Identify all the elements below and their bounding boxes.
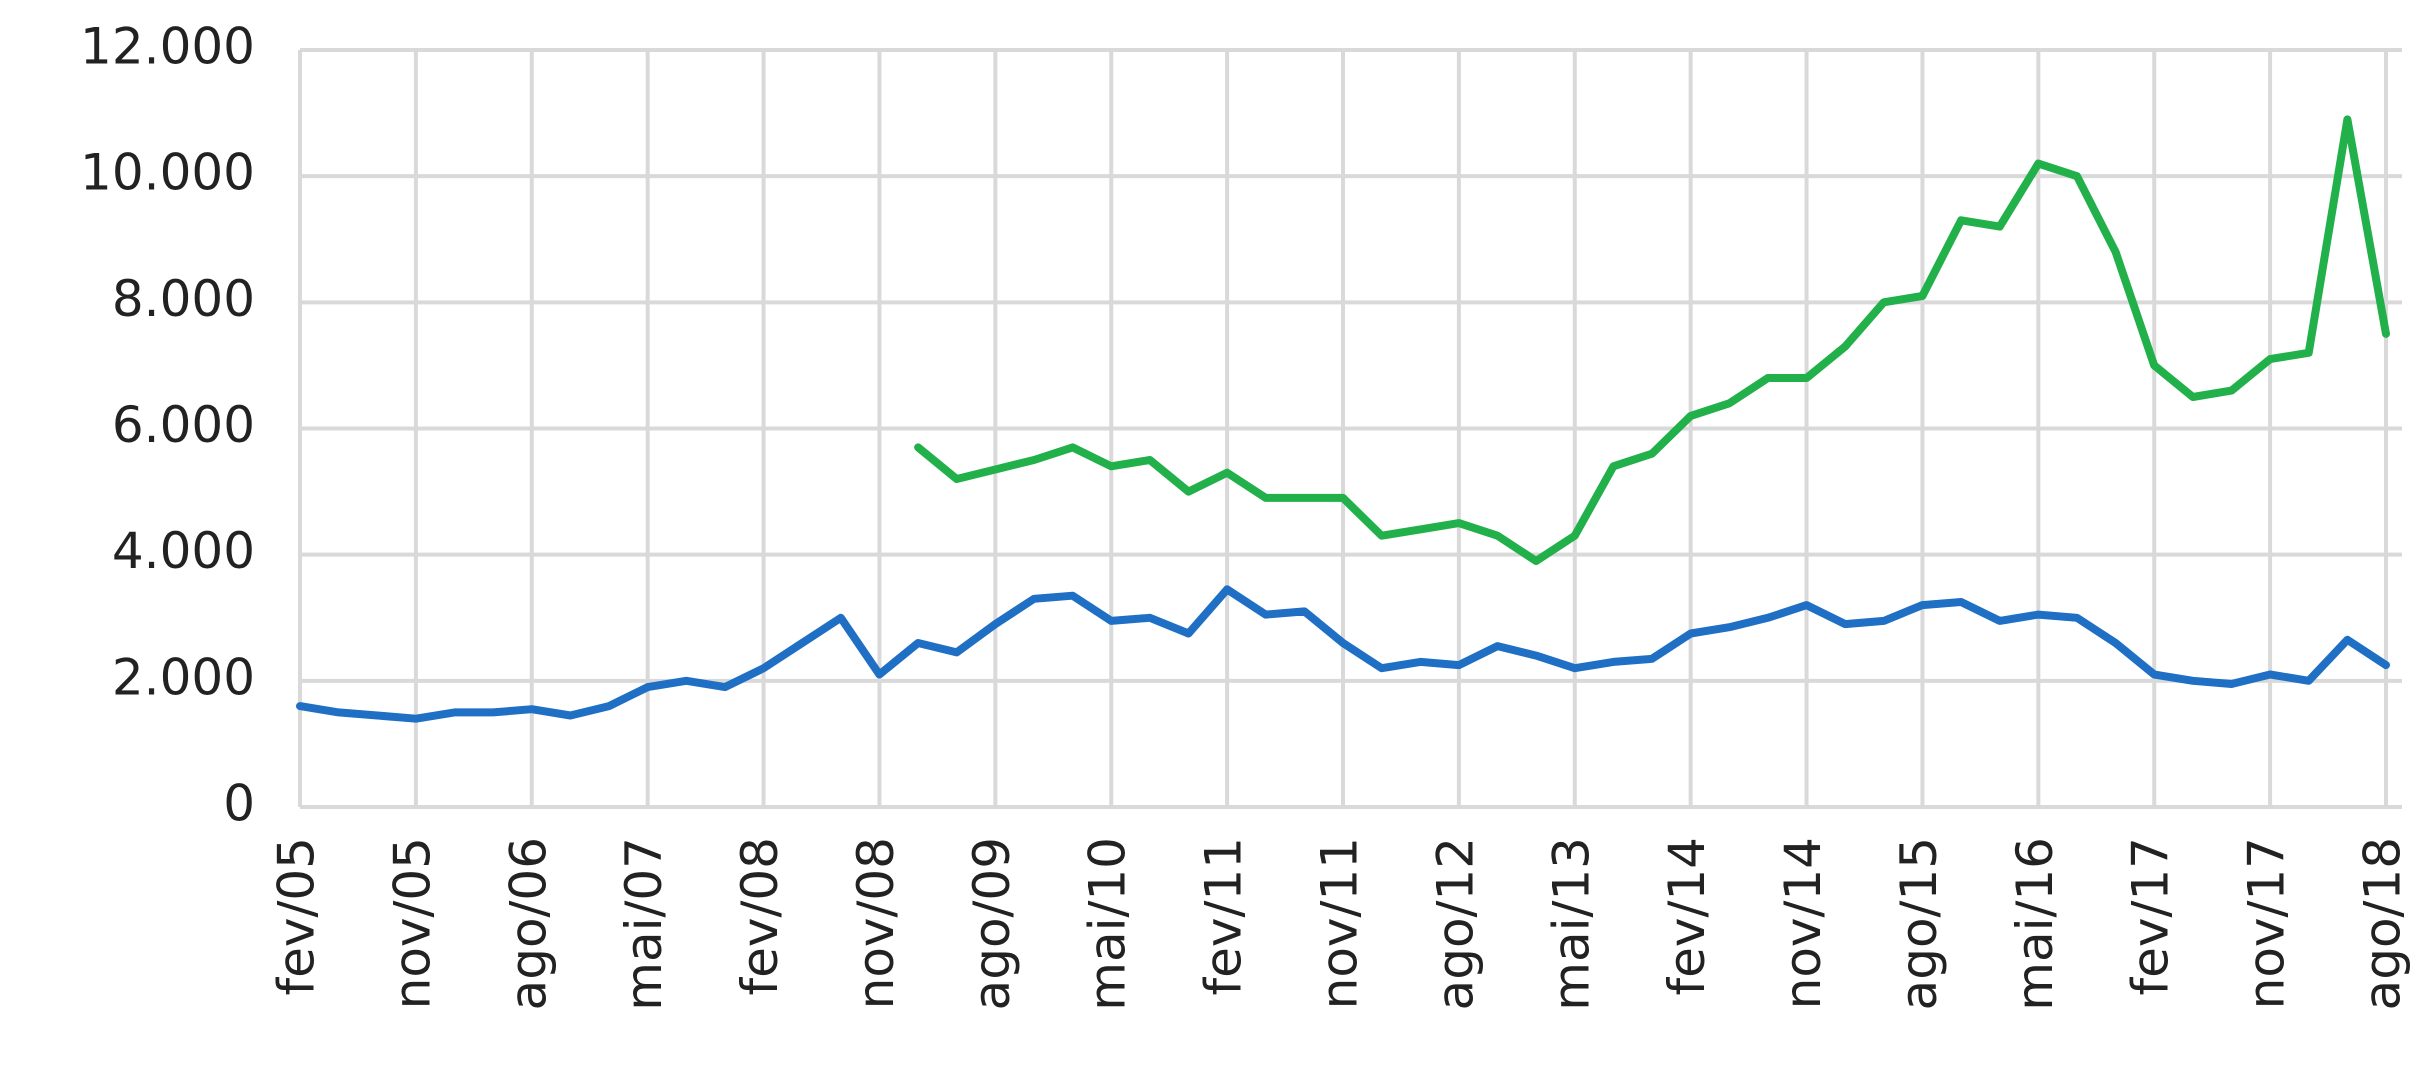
line-series — [296, 585, 2390, 723]
x-tick-label: ago/06 — [499, 837, 557, 1010]
x-tick-label: ago/15 — [1890, 837, 1948, 1010]
line-series — [914, 115, 2390, 565]
x-tick-label: fev/17 — [2122, 837, 2180, 995]
y-tick-label: 6.000 — [112, 396, 255, 454]
y-tick-label: 12.000 — [80, 18, 255, 76]
x-tick-label: ago/18 — [2354, 837, 2412, 1010]
x-tick-label: nov/08 — [847, 837, 905, 1009]
x-tick-label: fev/08 — [731, 837, 789, 995]
x-tick-label: fev/14 — [1658, 837, 1716, 995]
y-tick-label: 2.000 — [112, 648, 255, 706]
x-tick-label: nov/14 — [1774, 837, 1832, 1009]
x-tick-label: mai/07 — [615, 837, 673, 1011]
x-tick-label: nov/05 — [383, 837, 441, 1009]
x-tick-label: mai/13 — [1542, 837, 1600, 1011]
x-tick-label: ago/12 — [1426, 837, 1484, 1010]
x-tick-label: mai/10 — [1079, 837, 1137, 1011]
y-tick-label: 0 — [223, 775, 255, 833]
x-tick-label: nov/17 — [2238, 837, 2296, 1009]
x-tick-label: fev/05 — [268, 837, 326, 995]
x-tick-label: nov/11 — [1311, 837, 1369, 1009]
y-tick-label: 4.000 — [112, 522, 255, 580]
x-tick-label: mai/16 — [2006, 837, 2064, 1011]
y-tick-label: 8.000 — [112, 270, 255, 328]
x-tick-label: fev/11 — [1195, 837, 1253, 995]
x-tick-label: ago/09 — [963, 837, 1021, 1010]
y-tick-label: 10.000 — [80, 144, 255, 202]
